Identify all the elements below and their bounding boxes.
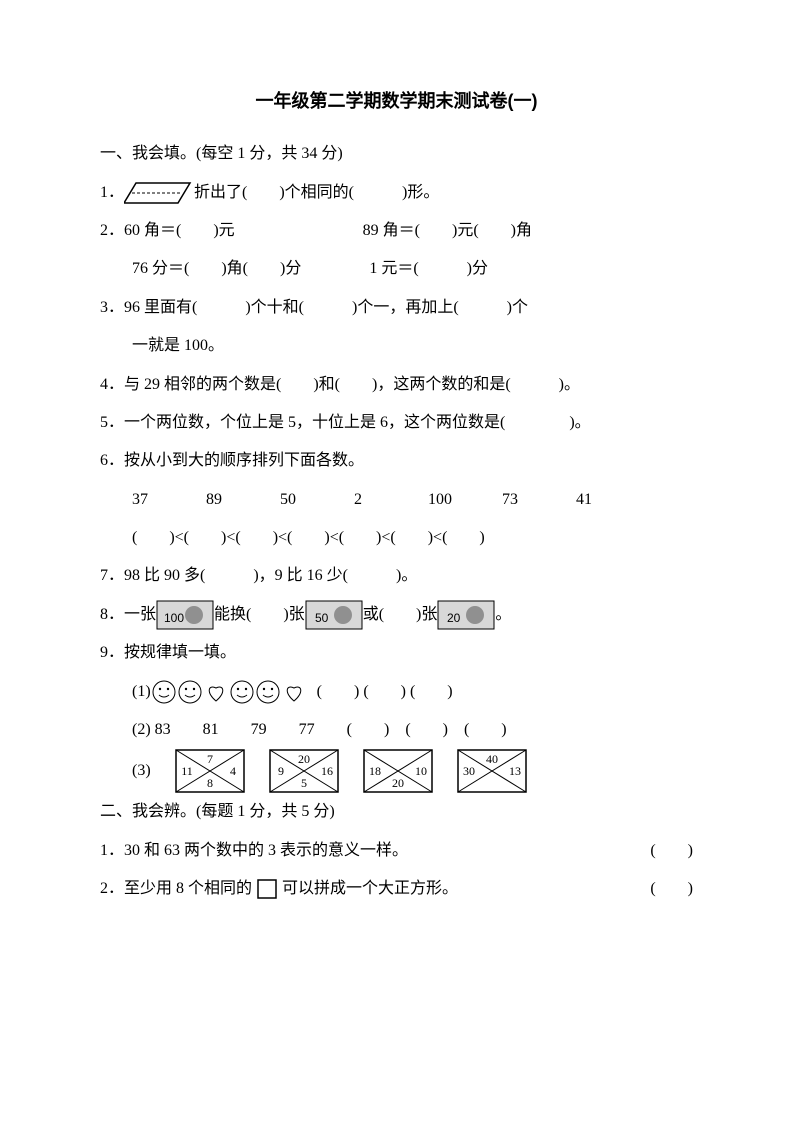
s2-q2-a: 2．至少用 8 个相同的 [100,870,252,908]
q6-n5: 73 [502,481,572,519]
q8-b: 能换( )张 [214,596,305,634]
q9-3-label: (3) [132,752,151,790]
svg-text:50: 50 [315,611,329,625]
env3-left: 18 [369,764,381,778]
svg-text:100: 100 [164,611,184,625]
q6-b: ( )<( )<( )<( )<( )<( )<( ) [132,519,693,557]
s2-q2: 2．至少用 8 个相同的 可以拼成一个大正方形。 ( ) [100,870,693,908]
q6-n2: 50 [280,481,350,519]
svg-text:20: 20 [447,611,461,625]
env4-right: 13 [509,764,521,778]
envelope-4: 40 30 13 [457,749,527,793]
q8-c: 或( )张 [363,596,438,634]
q6-n0: 37 [132,481,202,519]
envelope-3: 18 10 20 [363,749,433,793]
q9-2: (2) 83 81 79 77 ( ) ( ) ( ) [132,711,693,749]
q9-3: (3) 7 11 4 8 20 9 16 5 [132,749,693,793]
q6-n6: 41 [576,481,646,519]
q4: 4．与 29 相邻的两个数是( )和( )，这两个数的和是( )。 [100,366,693,404]
env4-left: 30 [463,764,475,778]
q1: 1． 折出了( )个相同的( )形。 [100,174,693,212]
q2-c: 76 分＝( )角( )分 [132,260,301,277]
q9-1-label: (1) [132,673,151,711]
env1-left: 11 [181,764,193,778]
envelope-1: 7 11 4 8 [175,749,245,793]
q6-nums: 37 89 50 2 100 73 41 [132,481,693,519]
money-50-icon: 50 [305,596,363,634]
env3-bottom: 20 [392,776,404,790]
money-100-icon: 100 [156,596,214,634]
env2-bottom: 5 [301,776,307,790]
s2-q2-paren: ( ) [650,870,693,908]
q2-b: 89 角＝( )元( )角 [363,222,532,239]
parallelogram-icon [124,179,194,207]
q9-1: (1) ( ) ( ) ( ) [132,673,693,711]
q6-n1: 89 [206,481,276,519]
q2-a: 2．60 角＝( )元 [100,222,235,239]
s2-q1: 1．30 和 63 两个数中的 3 表示的意义一样。 ( ) [100,832,693,870]
heart-icon [203,679,229,705]
q3-b: 一就是 100。 [132,327,693,365]
section1-head: 一、我会填。(每空 1 分，共 34 分) [100,135,693,173]
env2-right: 16 [321,764,333,778]
env1-right: 4 [230,764,236,778]
square-icon [256,878,278,900]
q1-num: 1． [100,174,124,212]
q9-a: 9．按规律填一填。 [100,634,693,672]
section2-head: 二、我会辨。(每题 1 分，共 5 分) [100,793,693,831]
env3-right: 10 [415,764,427,778]
env1-bottom: 8 [207,776,213,790]
envelope-2: 20 9 16 5 [269,749,339,793]
smiley-icon [177,679,203,705]
s2-q1-paren: ( ) [650,832,693,870]
heart-icon [281,679,307,705]
smiley-icon [229,679,255,705]
env2-top: 20 [298,752,310,766]
q6-a: 6．按从小到大的顺序排列下面各数。 [100,442,693,480]
q8: 8．一张 100 能换( )张 50 或( )张 20 。 [100,596,693,634]
env1-top: 7 [207,752,213,766]
exam-page: 一年级第二学期数学期末测试卷(一) 一、我会填。(每空 1 分，共 34 分) … [0,0,793,949]
q6-n4: 100 [428,481,498,519]
page-title: 一年级第二学期数学期末测试卷(一) [100,80,693,123]
smiley-icon [151,679,177,705]
money-20-icon: 20 [437,596,495,634]
s2-q2-b: 可以拼成一个大正方形。 [282,870,458,908]
q3-a: 3．96 里面有( )个十和( )个一，再加上( )个 [100,289,693,327]
q7: 7．98 比 90 多( )，9 比 16 少( )。 [100,557,693,595]
q2-line2: 76 分＝( )角( )分 1 元＝( )分 [132,250,693,288]
q9-1-blanks: ( ) ( ) ( ) [317,673,453,711]
q1-text: 折出了( )个相同的( )形。 [194,174,439,212]
smiley-icon [255,679,281,705]
q8-a: 8．一张 [100,596,156,634]
q5: 5．一个两位数，个位上是 5，十位上是 6，这个两位数是( )。 [100,404,693,442]
env4-top: 40 [486,752,498,766]
q8-d: 。 [495,596,511,634]
env2-left: 9 [278,764,284,778]
q2-d: 1 元＝( )分 [369,260,488,277]
s2-q1-text: 1．30 和 63 两个数中的 3 表示的意义一样。 [100,842,408,859]
q6-n3: 2 [354,481,424,519]
q2: 2．60 角＝( )元 89 角＝( )元( )角 [100,212,693,250]
